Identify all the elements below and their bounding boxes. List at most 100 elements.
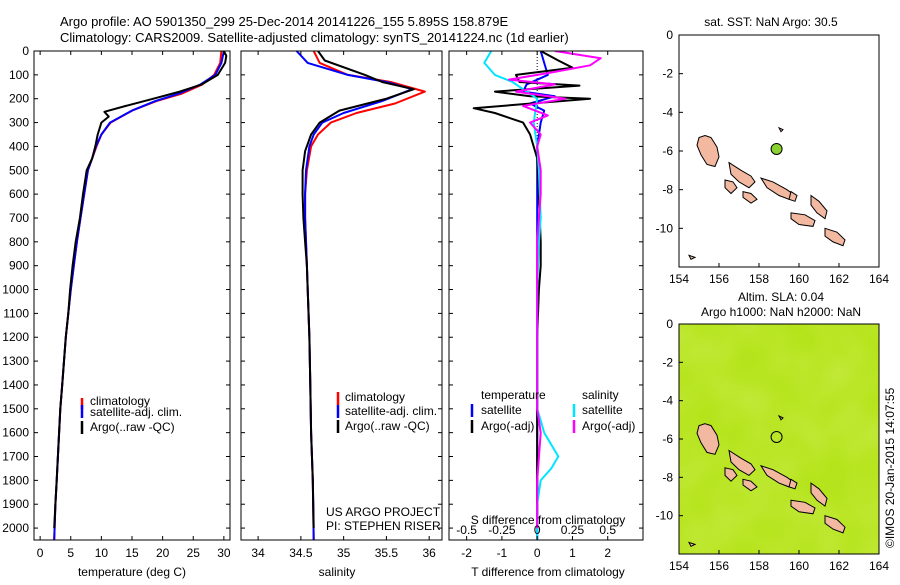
- header-line-2: Climatology: CARS2009. Satellite-adjuste…: [60, 30, 569, 45]
- legend-label-temp-argo: Argo(-adj): [481, 419, 534, 433]
- x-tick-label: 2: [604, 546, 611, 560]
- y-tick-label: 900: [9, 259, 29, 273]
- y-tick-label: 1700: [2, 450, 29, 464]
- y-tick-label: -8: [662, 470, 673, 484]
- credit-line-2: PI: STEPHEN RISER: [326, 519, 441, 533]
- x-tick-label: 154: [669, 559, 689, 573]
- x-tick-label: 34.5: [289, 546, 313, 560]
- island-shape: [777, 414, 784, 421]
- x-tick-label: -2: [461, 546, 472, 560]
- x-tick-label: 0: [37, 546, 44, 560]
- y-tick-label: 1000: [2, 283, 29, 297]
- top-x-tick-label: 0: [534, 523, 541, 537]
- salinity-plot-frame: [240, 50, 443, 541]
- y-tick-label: 400: [9, 139, 29, 153]
- x-tick-label: 162: [829, 559, 849, 573]
- island-shape: [810, 194, 828, 220]
- y-tick-label: 1600: [2, 426, 29, 440]
- legend-label-satellite: satellite-adj. clim.: [90, 405, 182, 419]
- series-line-satellite-adj-clim-: [53, 51, 225, 540]
- y-tick-label: 200: [9, 92, 29, 106]
- x-tick-label: 35.5: [375, 546, 399, 560]
- island-shape: [728, 161, 756, 189]
- difference-profile-panel: -2 -1 0 1 2 -0.5 -0.25 0 0.25 0.5 S difference fr…: [448, 50, 644, 579]
- x-tick-label: -1: [497, 546, 508, 560]
- y-tick-label: 800: [9, 235, 29, 249]
- header-line-1: Argo profile: AO 5901350_299 25-Dec-2014…: [60, 14, 508, 29]
- series-line-argo-raw-qc-: [301, 51, 415, 529]
- x-tick-label: 10: [95, 546, 109, 560]
- y-tick-label: 100: [9, 68, 29, 82]
- island-shape: [788, 478, 798, 490]
- island-shape: [790, 499, 816, 515]
- island-shape: [696, 134, 720, 168]
- legend-label-argo: Argo(..raw -QC): [90, 420, 175, 434]
- series-line-climatology: [53, 51, 223, 540]
- y-tick-label: 2000: [2, 521, 29, 535]
- island-shape: [724, 179, 738, 195]
- x-tick-label: 156: [709, 272, 729, 286]
- difference-plot-frame: [448, 50, 644, 541]
- legend-label-temp-satellite: satellite: [481, 403, 522, 417]
- x-tick-label: 20: [156, 546, 170, 560]
- sst-map-title: sat. SST: NaN Argo: 30.5: [704, 15, 838, 29]
- x-tick-label: 1: [569, 546, 576, 560]
- difference-x-label: T difference from climatology: [471, 565, 625, 579]
- difference-legend: temperature salinity satellite Argo(-adj…: [470, 388, 635, 433]
- island-shape: [824, 515, 846, 534]
- x-tick-label: 36: [422, 546, 436, 560]
- x-tick-label: 160: [789, 272, 809, 286]
- island-shape: [687, 541, 697, 547]
- island-shape: [810, 482, 828, 507]
- legend-label-sal-satellite: satellite: [582, 403, 623, 417]
- series-line-climatology: [304, 51, 426, 540]
- legend-title-temperature: temperature: [481, 388, 546, 402]
- island-shape: [696, 423, 720, 455]
- x-tick-label: 158: [749, 559, 769, 573]
- y-tick-label: 0: [22, 44, 29, 58]
- x-tick-label: 154: [669, 272, 689, 286]
- island-shape: [742, 478, 758, 492]
- x-tick-label: 164: [869, 559, 889, 573]
- island-shape: [688, 254, 697, 260]
- island-shape: [728, 449, 756, 477]
- x-tick-label: 25: [187, 546, 201, 560]
- temperature-legend: climatology satellite-adj. clim. Argo(..…: [80, 394, 182, 434]
- island-shape: [742, 190, 758, 204]
- y-tick-label: 300: [9, 116, 29, 130]
- credit-line-1: US ARGO PROJECT: [326, 505, 441, 519]
- y-tick-label: -2: [662, 67, 673, 81]
- salinity-legend: climatology satellite-adj. clim. Argo(..…: [336, 390, 437, 433]
- y-tick-label: 1100: [3, 306, 29, 320]
- series-line-salinity-argo-adj-: [508, 51, 602, 529]
- temperature-profile-panel: 0 5 10 15 20 25 300100200300400500600700800900…: [2, 44, 231, 579]
- x-tick-label: 15: [125, 546, 139, 560]
- top-x-tick-label: -0.25: [488, 523, 516, 537]
- top-x-tick-label: 0.25: [561, 523, 585, 537]
- legend-label-argo: Argo(..raw -QC): [345, 419, 430, 433]
- y-tick-label: -10: [656, 509, 674, 523]
- sla-map-title-2: Argo h1000: NaN h2000: NaN: [701, 305, 861, 319]
- y-tick-label: 1300: [2, 354, 29, 368]
- y-tick-label: 1500: [2, 402, 29, 416]
- y-tick-label: -8: [662, 183, 673, 197]
- argo-location-marker: [770, 430, 783, 443]
- x-tick-label: 158: [749, 272, 769, 286]
- argo-location-marker: [770, 142, 783, 155]
- y-tick-label: -6: [662, 432, 673, 446]
- sst-map-panel: sat. SST: NaN Argo: 30.5 154 156 158 160 162…: [656, 15, 890, 286]
- island-shape: [790, 212, 816, 227]
- x-tick-label: 35: [337, 546, 351, 560]
- side-stamp: ©IMOS 20-Jan-2015 14:07:55: [883, 387, 897, 548]
- series-line-satellite-adj-clim-: [295, 51, 414, 540]
- y-tick-label: 500: [9, 163, 29, 177]
- island-shape: [777, 126, 784, 133]
- island-shape: [824, 227, 846, 247]
- sla-map-panel: Altim. SLA: 0.04 Argo h1000: NaN h2000: …: [656, 290, 890, 573]
- legend-label-satellite: satellite-adj. clim.: [345, 404, 437, 418]
- sla-map-title-1: Altim. SLA: 0.04: [738, 290, 824, 304]
- legend-title-salinity: salinity: [582, 388, 619, 402]
- y-tick-label: -10: [656, 221, 674, 235]
